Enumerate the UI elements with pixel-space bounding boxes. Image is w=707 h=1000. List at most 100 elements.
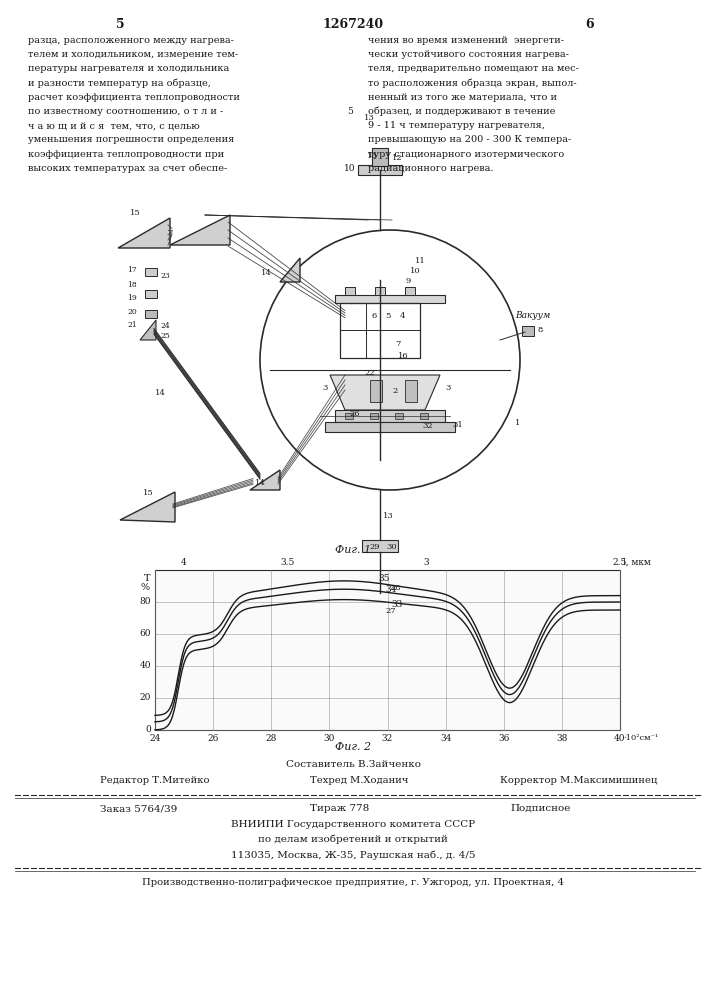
Bar (405, 287, 415, 295)
Text: 113035, Москва, Ж-35, Раушская наб., д. 4/5: 113035, Москва, Ж-35, Раушская наб., д. … (230, 850, 475, 859)
Text: 35: 35 (378, 574, 390, 583)
Text: 26: 26 (350, 410, 361, 418)
Text: 28: 28 (266, 734, 277, 743)
Bar (335, 410, 445, 422)
Text: 21: 21 (127, 321, 137, 329)
Text: 29: 29 (370, 543, 380, 551)
Text: 33: 33 (391, 600, 402, 609)
Text: пературы нагревателя и холодильника: пературы нагревателя и холодильника (28, 64, 229, 73)
Text: радиационного нагрева.: радиационного нагрева. (368, 164, 493, 173)
Text: 36: 36 (498, 734, 510, 743)
Text: 3: 3 (322, 384, 327, 392)
Bar (145, 310, 157, 318)
Text: 32: 32 (382, 734, 393, 743)
Text: 3: 3 (445, 384, 450, 392)
Text: разца, расположенного между нагрева-: разца, расположенного между нагрева- (28, 36, 234, 45)
Text: 8: 8 (538, 326, 544, 334)
Text: Заказ 5764/39: Заказ 5764/39 (100, 804, 177, 813)
Text: 14: 14 (261, 269, 272, 277)
Text: 15: 15 (143, 489, 153, 497)
Bar (345, 287, 355, 295)
Text: 5: 5 (347, 107, 353, 116)
Text: по делам изобретений и открытий: по делам изобретений и открытий (258, 835, 448, 844)
Polygon shape (280, 258, 300, 282)
Bar (145, 290, 157, 298)
Bar (370, 380, 382, 402)
Text: 4: 4 (399, 312, 404, 320)
Text: 20: 20 (139, 694, 151, 702)
Bar (420, 413, 428, 419)
Bar (335, 295, 445, 303)
Bar (372, 583, 388, 601)
Text: 2.5: 2.5 (613, 558, 627, 567)
Text: 40: 40 (614, 734, 626, 743)
Text: уменьшения погрешности определения: уменьшения погрешности определения (28, 135, 234, 144)
Text: 0: 0 (145, 726, 151, 734)
Text: l, мкм: l, мкм (623, 558, 650, 567)
Text: 9 - 11 ч температуру нагревателя,: 9 - 11 ч температуру нагревателя, (368, 121, 545, 130)
Text: 5: 5 (116, 18, 124, 31)
Text: 16: 16 (398, 352, 409, 360)
Text: Техред М.Ходанич: Техред М.Ходанич (310, 776, 409, 785)
Text: 60: 60 (139, 630, 151, 639)
Text: Составитель В.Зайченко: Составитель В.Зайченко (286, 760, 421, 769)
Polygon shape (118, 218, 170, 248)
Text: 5: 5 (385, 312, 391, 320)
Text: Подписное: Подписное (510, 804, 571, 813)
Text: 3: 3 (423, 558, 429, 567)
Text: Редактор Т.Митейко: Редактор Т.Митейко (100, 776, 209, 785)
Polygon shape (330, 375, 440, 410)
Text: превышающую на 200 - 300 К темпера-: превышающую на 200 - 300 К темпера- (368, 135, 571, 144)
Bar (155, 570, 620, 730)
Text: 40: 40 (139, 662, 151, 670)
Text: 24: 24 (149, 734, 160, 743)
Text: 30: 30 (324, 734, 335, 743)
Text: 10: 10 (344, 164, 356, 173)
Text: то расположения образца экран, выпол-: то расположения образца экран, выпол- (368, 79, 577, 88)
Bar (522, 326, 534, 336)
Text: 15: 15 (129, 209, 141, 217)
Text: Тираж 778: Тираж 778 (310, 804, 369, 813)
Text: 1: 1 (515, 419, 520, 427)
Polygon shape (170, 215, 230, 245)
Polygon shape (120, 492, 175, 522)
Text: 6: 6 (371, 312, 377, 320)
Text: туру стационарного изотермического: туру стационарного изотермического (368, 150, 564, 159)
Text: Корректор М.Максимишинец: Корректор М.Максимишинец (500, 776, 658, 785)
Text: 9: 9 (405, 277, 410, 285)
Text: 31: 31 (452, 421, 463, 429)
Text: 34: 34 (440, 734, 451, 743)
Text: телем и холодильником, измерение тем-: телем и холодильником, измерение тем- (28, 50, 238, 59)
Text: Производственно-полиграфическое предприятие, г. Ужгород, ул. Проектная, 4: Производственно-полиграфическое предприя… (142, 878, 564, 887)
Text: 13: 13 (367, 152, 378, 160)
Text: 30: 30 (387, 543, 397, 551)
Text: 13: 13 (364, 114, 375, 122)
Text: теля, предварительно помещают на мес-: теля, предварительно помещают на мес- (368, 64, 579, 73)
Text: 7: 7 (395, 340, 401, 348)
Text: 24: 24 (160, 322, 170, 330)
Text: Фиг. 1: Фиг. 1 (335, 545, 371, 555)
Text: 17: 17 (127, 266, 137, 274)
Text: 14: 14 (155, 389, 165, 397)
Bar (405, 380, 417, 402)
Bar (340, 303, 420, 358)
Text: чески устойчивого состояния нагрева-: чески устойчивого состояния нагрева- (368, 50, 569, 59)
Bar (325, 422, 455, 432)
Text: ВНИИПИ Государственного комитета СССР: ВНИИПИ Государственного комитета СССР (231, 820, 475, 829)
Text: образец, и поддерживают в течение: образец, и поддерживают в течение (368, 107, 556, 116)
Text: 22: 22 (365, 369, 375, 377)
Text: ч а ю щ и й с я  тем, что, с целью: ч а ю щ и й с я тем, что, с целью (28, 121, 200, 130)
Text: 18: 18 (127, 281, 137, 289)
Text: 25: 25 (160, 332, 170, 340)
Text: 11: 11 (415, 257, 426, 265)
Text: %: % (141, 583, 150, 592)
Text: и разности температур на образце,: и разности температур на образце, (28, 79, 211, 88)
Text: 19: 19 (127, 294, 137, 302)
Text: по известному соотношению, о т л и -: по известному соотношению, о т л и - (28, 107, 223, 116)
Bar (362, 540, 398, 552)
Text: чения во время изменений  энергети-: чения во время изменений энергети- (368, 36, 564, 45)
Polygon shape (140, 320, 156, 340)
Text: ненный из того же материала, что и: ненный из того же материала, что и (368, 93, 557, 102)
Bar (374, 601, 386, 621)
Text: расчет коэффициента теплопроводности: расчет коэффициента теплопроводности (28, 93, 240, 102)
